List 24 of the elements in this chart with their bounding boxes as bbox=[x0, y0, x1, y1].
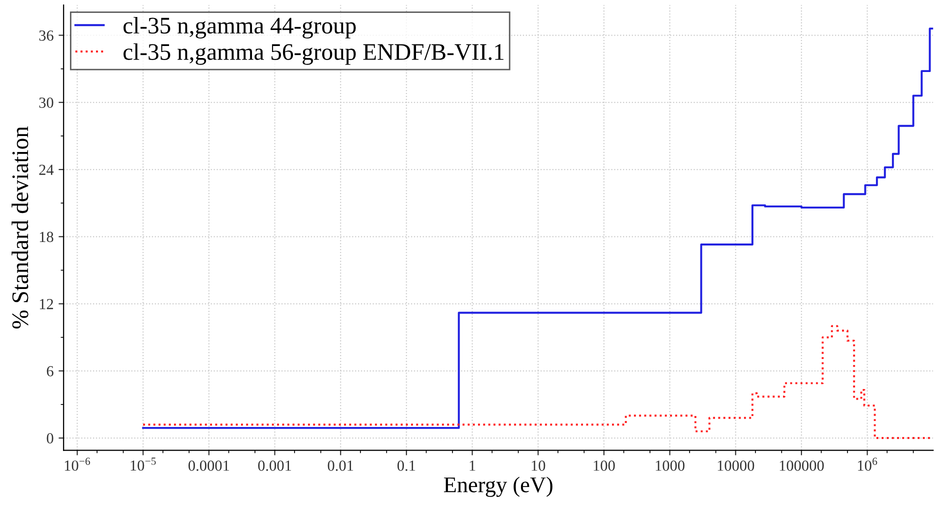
y-tick-label: 36 bbox=[39, 30, 54, 41]
y-tick-label: 24 bbox=[39, 164, 54, 175]
y-tick-label: 18 bbox=[40, 232, 54, 242]
y-tick-label: 6 bbox=[46, 366, 54, 376]
x-tick-label: 10$^{6}$ bbox=[858, 458, 878, 471]
x-tick-label: 0.001 bbox=[258, 460, 292, 471]
y-tick-label: 0 bbox=[46, 433, 54, 444]
x-tick-label: 100 bbox=[594, 460, 615, 471]
y-tick-label: 12 bbox=[40, 298, 54, 310]
x-tick-label: 1 bbox=[470, 460, 476, 471]
x-tick-label: 1000 bbox=[656, 460, 684, 471]
x-tick-label: 0.01 bbox=[328, 460, 354, 471]
x-tick-label: 10000 bbox=[718, 460, 754, 471]
x-tick-label: 100000 bbox=[780, 460, 824, 471]
y-axis-title: % Standard deviation bbox=[12, 126, 28, 329]
x-tick-label: 10 bbox=[532, 460, 546, 471]
x-tick-label: 0.1 bbox=[397, 460, 416, 471]
x-tick-label: 10$^{−5}$ bbox=[130, 458, 156, 471]
x-axis-title: Energy (eV) bbox=[444, 476, 552, 497]
legend-label: cl-35 n,gamma 44-group bbox=[124, 17, 356, 38]
x-tick-label: 0.0001 bbox=[188, 460, 230, 471]
legend-label: cl-35 n,gamma 56-group ENDF/B-VII.1 bbox=[124, 43, 504, 65]
y-tick-label: 30 bbox=[39, 98, 54, 108]
x-tick-label: 10$^{−6}$ bbox=[64, 458, 90, 471]
